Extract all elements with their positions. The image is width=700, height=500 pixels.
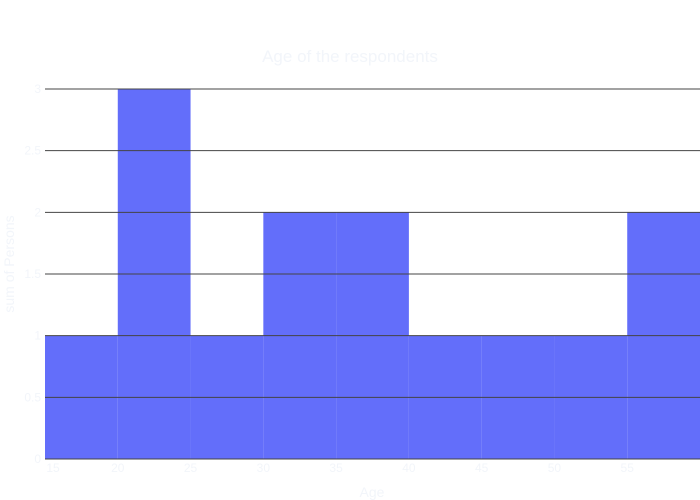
x-tick-label: 30 xyxy=(257,461,271,475)
x-tick-label: 55 xyxy=(621,461,635,475)
x-tick-labels: 15 20 25 30 35 40 45 50 55 xyxy=(46,461,634,475)
y-axis-title: sum of Persons xyxy=(1,215,17,312)
x-tick-label: 20 xyxy=(111,461,125,475)
x-tick-label: 15 xyxy=(46,461,60,475)
chart-title: Age of the respondents xyxy=(262,47,438,66)
y-tick-label: 0.5 xyxy=(24,390,41,404)
x-tick-label: 50 xyxy=(548,461,562,475)
x-tick-label: 35 xyxy=(329,461,343,475)
y-tick-label: 2 xyxy=(34,205,41,219)
y-tick-label: 1 xyxy=(34,329,41,343)
y-tick-labels: 0 0.5 1 1.5 2 2.5 3 xyxy=(24,82,41,466)
y-tick-label: 0 xyxy=(34,452,41,466)
y-tick-label: 3 xyxy=(34,82,41,96)
x-tick-label: 45 xyxy=(475,461,489,475)
x-tick-label: 25 xyxy=(184,461,198,475)
x-axis-title: Age xyxy=(360,484,385,500)
y-tick-label: 2.5 xyxy=(24,144,41,158)
y-tick-label: 1.5 xyxy=(24,267,41,281)
x-tick-label: 40 xyxy=(402,461,416,475)
